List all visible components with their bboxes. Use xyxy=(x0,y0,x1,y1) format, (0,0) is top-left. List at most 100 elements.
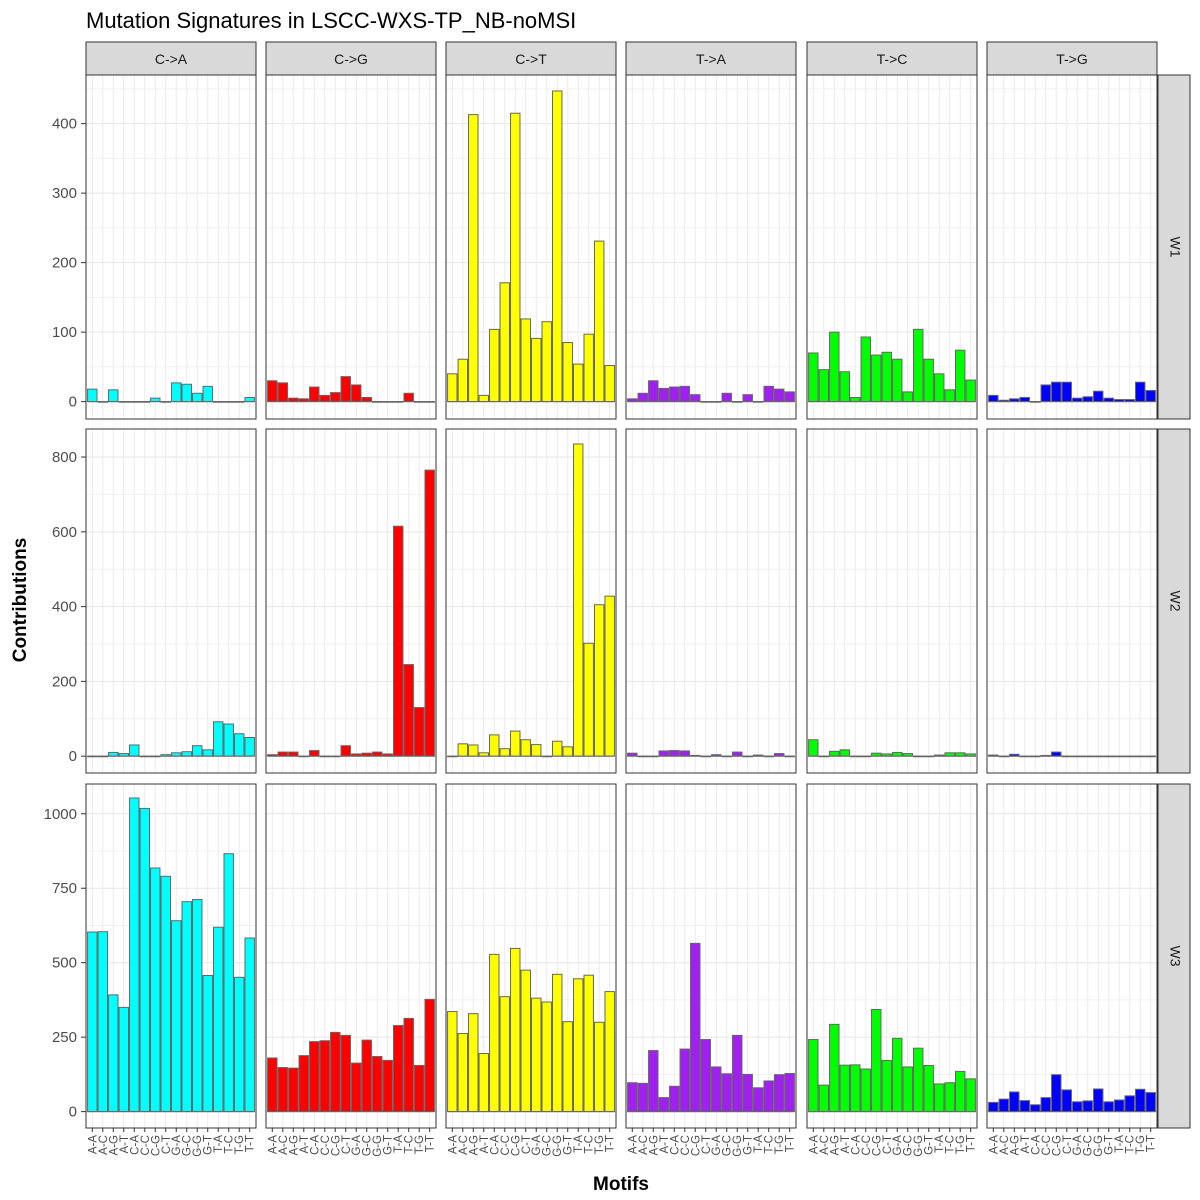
bar xyxy=(223,723,234,757)
facet-grid: C->A C->G C->T T->A T->C T->G W1 W2 W3 0 100 200 300… xyxy=(44,41,1191,1157)
x-tick-label: A-T xyxy=(119,1135,131,1154)
facet-panel xyxy=(625,783,797,1129)
panel-background xyxy=(987,784,1157,1128)
bar xyxy=(732,1034,743,1113)
bar xyxy=(808,352,819,403)
bar xyxy=(510,947,521,1113)
bar xyxy=(478,1053,489,1113)
y-tick-label: 400 xyxy=(52,116,77,133)
x-tick-label: G-C xyxy=(903,1135,915,1156)
facet-panel xyxy=(986,428,1158,774)
x-tick-label: C-A xyxy=(669,1135,681,1155)
bar xyxy=(721,1073,732,1113)
bar xyxy=(330,392,341,403)
bar xyxy=(361,396,372,403)
panel-background xyxy=(626,429,796,773)
bar xyxy=(288,751,299,757)
facet-panel xyxy=(986,74,1158,420)
bar xyxy=(108,751,119,757)
bar xyxy=(531,744,542,757)
x-tick-label: G-C xyxy=(182,1135,194,1156)
x-tick-label: A-C xyxy=(999,1135,1011,1155)
x-tick-label: G-A xyxy=(171,1135,183,1156)
bar xyxy=(1082,396,1093,403)
bar xyxy=(340,1034,351,1113)
y-tick-label: 0 xyxy=(69,1104,77,1121)
bar xyxy=(309,750,320,757)
x-tick-label: T-G xyxy=(594,1135,606,1154)
x-tick-label: C-A xyxy=(850,1135,862,1155)
bar xyxy=(277,382,289,403)
bar xyxy=(298,1055,309,1113)
column-strip xyxy=(986,41,1158,76)
x-tick-label: A-C xyxy=(819,1135,831,1155)
bar xyxy=(202,385,213,403)
bar xyxy=(160,875,171,1113)
bar xyxy=(954,752,966,757)
bar xyxy=(520,969,531,1113)
bar xyxy=(721,392,732,403)
bar xyxy=(244,736,255,757)
y-tick-label: 750 xyxy=(52,880,77,897)
bar xyxy=(468,114,479,403)
bar xyxy=(1134,381,1146,403)
bar xyxy=(447,373,458,403)
bar xyxy=(1103,397,1114,403)
bar xyxy=(583,974,594,1113)
bar xyxy=(457,358,469,403)
panel-border xyxy=(445,428,617,774)
column-strip xyxy=(625,41,797,76)
bar xyxy=(871,354,882,403)
chart-title: Mutation Signatures in LSCC-WXS-TP_NB-no… xyxy=(86,8,576,33)
x-tick-label: G-T xyxy=(924,1135,936,1155)
bar xyxy=(520,318,531,403)
bar xyxy=(108,389,119,403)
bar xyxy=(923,358,934,403)
y-tick-label: 1000 xyxy=(44,806,77,823)
y-tick-label: 500 xyxy=(52,955,77,972)
bar xyxy=(1093,1088,1104,1113)
bar xyxy=(944,1082,955,1113)
x-tick-label: A-A xyxy=(447,1135,459,1155)
bar xyxy=(711,1066,722,1113)
column-strip xyxy=(85,41,257,76)
y-tick-label: 400 xyxy=(52,599,77,616)
facet-panel xyxy=(445,74,617,420)
bar xyxy=(129,797,140,1113)
x-tick-label: C-T xyxy=(521,1135,533,1154)
bar xyxy=(784,1072,795,1113)
bar xyxy=(309,386,320,403)
bar xyxy=(965,1078,976,1113)
x-tick-label: A-T xyxy=(840,1135,852,1154)
bar xyxy=(1019,1100,1030,1113)
bar xyxy=(892,1037,903,1113)
bar xyxy=(850,1064,861,1113)
bar xyxy=(531,337,542,403)
bar xyxy=(319,394,330,403)
bar xyxy=(192,899,203,1113)
panel-background xyxy=(807,429,977,773)
bar xyxy=(923,1064,934,1113)
x-tick-label: G-T xyxy=(563,1135,575,1155)
bar xyxy=(541,321,552,403)
bar xyxy=(1114,1099,1125,1113)
x-tick-label: A-A xyxy=(267,1135,279,1155)
panel-border xyxy=(85,74,257,420)
bar xyxy=(700,1039,711,1113)
bar xyxy=(139,807,150,1113)
x-tick-label: A-A xyxy=(808,1135,820,1155)
facet-panel xyxy=(806,428,978,774)
x-tick-label: A-T xyxy=(1020,1135,1032,1154)
bar xyxy=(351,384,362,403)
panel-border xyxy=(806,783,978,1129)
column-strip-label: C->G xyxy=(334,51,368,67)
bar xyxy=(648,380,659,403)
x-tick-label: A-A xyxy=(87,1135,99,1155)
x-tick-label: T-G xyxy=(234,1135,246,1154)
bar xyxy=(1145,390,1156,403)
x-tick-label: C-T xyxy=(161,1135,173,1154)
bar xyxy=(478,394,489,403)
facet-panel xyxy=(625,74,797,420)
bar xyxy=(150,867,161,1113)
column-strip-label: T->G xyxy=(1056,51,1088,67)
